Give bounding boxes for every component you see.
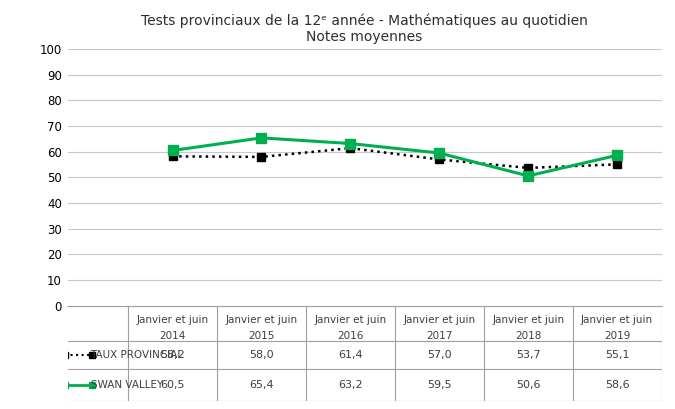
- Text: Janvier et juin: Janvier et juin: [136, 315, 209, 326]
- Text: 2015: 2015: [248, 331, 275, 341]
- Text: 53,7: 53,7: [516, 350, 541, 360]
- Text: 60,5: 60,5: [160, 380, 185, 390]
- Text: 63,2: 63,2: [338, 380, 362, 390]
- Text: 58,2: 58,2: [160, 350, 185, 360]
- Text: 2014: 2014: [159, 331, 186, 341]
- Text: 57,0: 57,0: [427, 350, 452, 360]
- Text: SWAN VALLEY: SWAN VALLEY: [90, 380, 163, 390]
- Text: 2017: 2017: [426, 331, 452, 341]
- Text: 61,4: 61,4: [338, 350, 362, 360]
- Text: Janvier et juin: Janvier et juin: [403, 315, 475, 326]
- Text: Janvier et juin: Janvier et juin: [315, 315, 386, 326]
- Text: 55,1: 55,1: [605, 350, 629, 360]
- Text: Janvier et juin: Janvier et juin: [581, 315, 653, 326]
- Text: 58,6: 58,6: [605, 380, 629, 390]
- Text: Janvier et juin: Janvier et juin: [492, 315, 564, 326]
- Text: 65,4: 65,4: [249, 380, 274, 390]
- Text: 59,5: 59,5: [427, 380, 452, 390]
- Text: 2019: 2019: [604, 331, 630, 341]
- Text: 2018: 2018: [515, 331, 541, 341]
- Title: Tests provinciaux de la 12ᵉ année - Mathématiques au quotidien
Notes moyennes: Tests provinciaux de la 12ᵉ année - Math…: [141, 13, 588, 44]
- Text: TAUX PROVINCIAL: TAUX PROVINCIAL: [90, 350, 184, 360]
- Text: 58,0: 58,0: [249, 350, 274, 360]
- Text: 2016: 2016: [338, 331, 364, 341]
- Text: Janvier et juin: Janvier et juin: [225, 315, 298, 326]
- Text: 50,6: 50,6: [516, 380, 541, 390]
